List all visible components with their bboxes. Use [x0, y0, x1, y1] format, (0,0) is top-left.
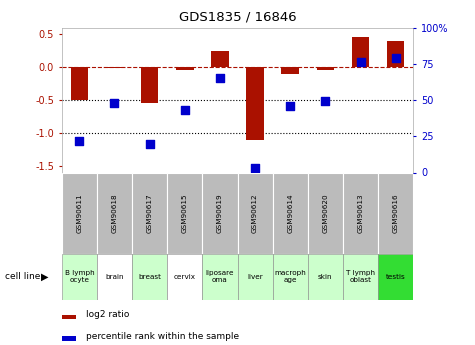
Bar [343, 254, 378, 300]
Bar [281, 67, 299, 74]
Bar [387, 41, 404, 67]
Bar [247, 67, 264, 140]
Bar [167, 172, 202, 254]
Text: GSM90619: GSM90619 [217, 193, 223, 233]
Bar [238, 172, 273, 254]
Bar [132, 254, 167, 300]
Bar [343, 172, 378, 254]
Point [216, 76, 224, 81]
Bar [352, 37, 369, 67]
Point [392, 55, 399, 61]
Bar [238, 254, 273, 300]
Point [146, 141, 153, 146]
Bar [378, 172, 413, 254]
Point [76, 138, 83, 144]
Bar [62, 172, 97, 254]
Text: GSM90613: GSM90613 [358, 193, 363, 233]
Point [322, 99, 329, 104]
Text: brain: brain [105, 274, 124, 280]
Point [286, 103, 294, 109]
Bar [316, 67, 334, 70]
Text: percentile rank within the sample: percentile rank within the sample [86, 332, 239, 341]
Bar [71, 67, 88, 100]
Point [111, 100, 118, 106]
Text: GSM90614: GSM90614 [287, 193, 293, 233]
Text: breast: breast [138, 274, 161, 280]
Bar [202, 172, 238, 254]
Text: liposare
oma: liposare oma [206, 270, 234, 283]
Bar [273, 172, 308, 254]
Text: macroph
age: macroph age [275, 270, 306, 283]
Bar [273, 254, 308, 300]
Bar [308, 172, 343, 254]
Bar [141, 67, 158, 104]
Text: log2 ratio: log2 ratio [86, 310, 130, 319]
Bar [167, 254, 202, 300]
Bar [211, 51, 228, 67]
Text: GSM90618: GSM90618 [112, 193, 117, 233]
Point [181, 107, 189, 113]
Text: cervix: cervix [174, 274, 196, 280]
Text: skin: skin [318, 274, 332, 280]
Text: B lymph
ocyte: B lymph ocyte [65, 270, 94, 283]
Bar [62, 254, 97, 300]
Bar [176, 67, 194, 70]
Point [251, 165, 259, 171]
Text: cell line: cell line [5, 272, 40, 282]
Text: GSM90611: GSM90611 [76, 193, 82, 233]
Bar [97, 254, 132, 300]
Text: testis: testis [386, 274, 406, 280]
Bar [202, 254, 238, 300]
Text: T lymph
oblast: T lymph oblast [346, 270, 375, 283]
Bar [62, 336, 76, 341]
Text: liver: liver [247, 274, 263, 280]
Text: GDS1835 / 16846: GDS1835 / 16846 [179, 10, 296, 23]
Text: GSM90615: GSM90615 [182, 193, 188, 233]
Text: ▶: ▶ [41, 272, 49, 282]
Bar [105, 67, 124, 68]
Bar [97, 172, 132, 254]
Text: GSM90620: GSM90620 [323, 193, 328, 233]
Text: GSM90617: GSM90617 [147, 193, 152, 233]
Text: GSM90616: GSM90616 [393, 193, 399, 233]
Bar [378, 254, 413, 300]
Bar [308, 254, 343, 300]
Text: GSM90612: GSM90612 [252, 193, 258, 233]
Bar [132, 172, 167, 254]
Point [357, 60, 364, 65]
Bar [62, 315, 76, 319]
